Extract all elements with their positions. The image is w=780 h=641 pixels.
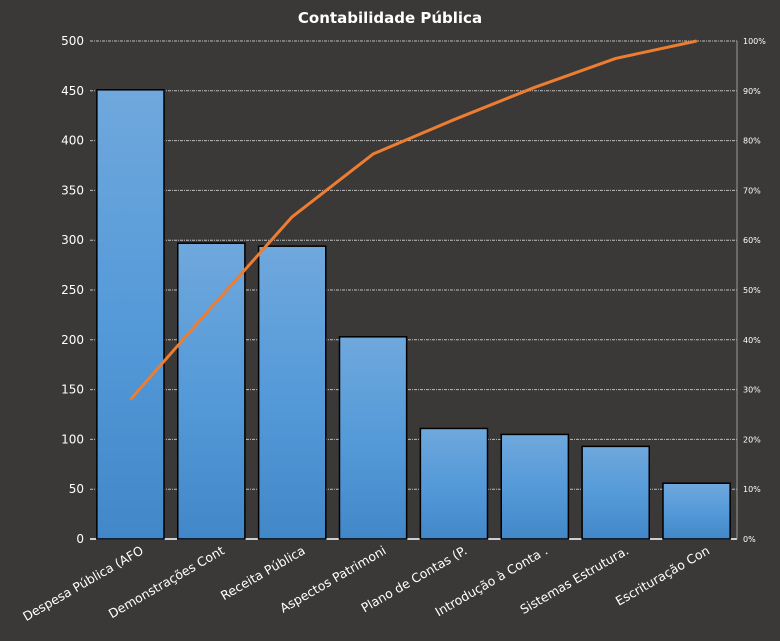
y2-tick-label: 80%: [743, 137, 761, 146]
y-tick-label: 150: [61, 383, 84, 397]
y2-tick-label: 30%: [743, 386, 761, 395]
y2-tick-label: 40%: [743, 336, 761, 345]
y2-tick-label: 100%: [743, 37, 766, 46]
y-tick-label: 0: [76, 532, 84, 546]
y2-tick-label: 60%: [743, 236, 761, 245]
y-tick-label: 200: [61, 333, 84, 347]
y2-tick-label: 10%: [743, 485, 761, 494]
y-tick-label: 250: [61, 283, 84, 297]
bar: [419, 427, 489, 540]
y2-tick-label: 50%: [743, 286, 761, 295]
bar: [176, 242, 246, 540]
y-tick-label: 400: [61, 134, 84, 148]
chart-title: Contabilidade Pública: [298, 9, 482, 27]
y-tick-label: 50: [69, 482, 84, 496]
bar: [581, 445, 651, 540]
y2-tick-label: 70%: [743, 186, 761, 195]
y-tick-label: 450: [61, 84, 84, 98]
y-tick-label: 350: [61, 183, 84, 197]
y-tick-label: 100: [61, 432, 84, 446]
y2-tick-label: 20%: [743, 435, 761, 444]
bar: [662, 482, 731, 540]
y2-tick-label: 90%: [743, 87, 761, 96]
bar: [96, 89, 165, 540]
y2-tick-label: 0%: [743, 535, 756, 544]
y-tick-label: 300: [61, 233, 84, 247]
y-tick-label: 500: [61, 34, 84, 48]
bar: [500, 433, 570, 540]
cumulative-line: [129, 39, 697, 401]
bar: [338, 336, 408, 540]
bar: [257, 245, 327, 540]
